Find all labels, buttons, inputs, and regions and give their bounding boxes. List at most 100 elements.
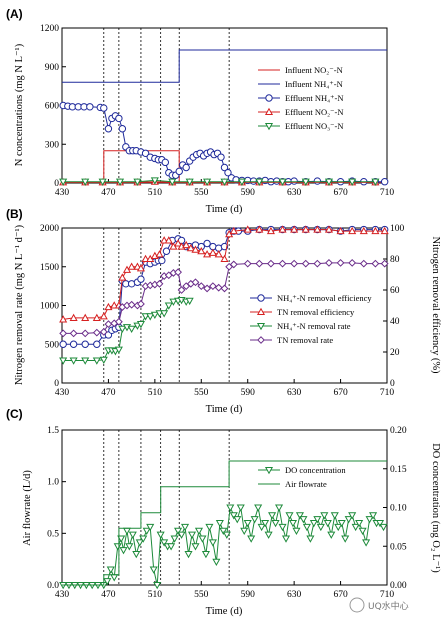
legend-marker xyxy=(264,122,274,131)
data-point xyxy=(139,535,148,543)
data-point xyxy=(351,523,360,532)
data-point xyxy=(150,311,159,320)
x-tick-label: 430 xyxy=(55,590,70,600)
data-point xyxy=(156,531,165,539)
legend-marker xyxy=(264,466,274,475)
y-tick-label: 1500 xyxy=(40,263,59,273)
data-point xyxy=(320,512,329,520)
data-point xyxy=(233,516,242,524)
data-point xyxy=(174,239,183,247)
data-point xyxy=(164,236,173,244)
y-right-tick-label: 0.15 xyxy=(390,465,407,475)
data-point xyxy=(313,177,322,185)
data-point xyxy=(266,226,275,235)
data-point xyxy=(177,286,186,294)
data-point xyxy=(194,527,204,535)
panel-b: (B) Time (d) Nitrogen removal rate (mg N… xyxy=(6,207,441,415)
data-point xyxy=(174,527,183,535)
data-point xyxy=(203,178,212,186)
data-point xyxy=(137,300,145,308)
data-point xyxy=(327,531,336,539)
data-point xyxy=(337,519,346,528)
data-point xyxy=(313,516,322,524)
data-point xyxy=(167,543,176,551)
data-point xyxy=(380,259,389,268)
y-right-tick-label: 100 xyxy=(390,224,405,234)
x-tick-label: 550 xyxy=(194,388,209,398)
data-point xyxy=(247,535,256,543)
data-point xyxy=(81,340,89,348)
data-point xyxy=(380,178,389,186)
legend-label: NH₄⁺-N removal efficiency xyxy=(277,293,372,303)
data-point xyxy=(371,226,380,235)
data-point xyxy=(341,535,350,543)
data-point xyxy=(220,254,229,263)
data-point xyxy=(214,250,223,258)
data-point xyxy=(203,250,212,258)
data-point xyxy=(371,178,380,186)
x-tick-label: 510 xyxy=(148,188,163,198)
data-point xyxy=(323,519,332,528)
data-point xyxy=(169,298,178,306)
data-point xyxy=(132,550,141,559)
x-tick-label: 630 xyxy=(287,188,302,198)
y-right-tick-label: 0.05 xyxy=(390,542,407,552)
legend-marker xyxy=(257,294,265,302)
legend-marker xyxy=(256,307,266,316)
data-point xyxy=(365,516,374,524)
data-point xyxy=(208,282,217,291)
data-point xyxy=(375,519,385,528)
y-right-tick-label: 80 xyxy=(390,255,400,265)
data-point xyxy=(81,178,90,186)
data-point xyxy=(81,357,90,365)
data-point xyxy=(115,114,123,123)
data-point xyxy=(254,504,263,512)
y-right-tick-label: 0.20 xyxy=(390,426,407,436)
data-point xyxy=(222,531,231,539)
data-point xyxy=(81,313,90,321)
data-point xyxy=(348,512,357,520)
panel-a-frame xyxy=(61,27,388,184)
data-point xyxy=(180,523,190,532)
data-point xyxy=(198,535,207,543)
data-point xyxy=(191,245,200,253)
data-point xyxy=(187,531,197,539)
series-line xyxy=(62,49,387,83)
data-point xyxy=(299,516,308,524)
data-point xyxy=(170,535,179,543)
data-point xyxy=(128,531,137,539)
data-point xyxy=(290,225,299,233)
y-tick-label: 0.0 xyxy=(47,581,59,591)
data-point xyxy=(103,578,112,586)
data-point xyxy=(69,313,78,321)
data-point xyxy=(197,247,206,255)
data-point xyxy=(127,262,136,270)
legend-label: NH₄⁺-N removal rate xyxy=(277,321,351,331)
legend-marker xyxy=(265,94,273,102)
data-point xyxy=(302,523,311,532)
legend-label: Air flowrate xyxy=(285,479,327,489)
data-point xyxy=(243,259,252,268)
data-point xyxy=(316,523,325,532)
data-point xyxy=(119,547,128,555)
y-right-tick-label: 20 xyxy=(390,348,400,358)
data-point xyxy=(313,259,322,268)
data-point xyxy=(243,225,252,233)
legend-label: Effluent NO₃⁻-N xyxy=(285,121,344,131)
data-point xyxy=(127,300,136,309)
data-point xyxy=(104,302,113,311)
data-point xyxy=(220,178,229,186)
data-point xyxy=(313,225,322,233)
data-point xyxy=(220,163,229,172)
data-point xyxy=(208,539,217,547)
x-tick-label: 710 xyxy=(380,188,395,198)
data-point xyxy=(355,519,364,528)
data-point xyxy=(255,225,264,233)
data-point xyxy=(240,527,249,535)
y-tick-label: 0 xyxy=(54,379,59,389)
data-point xyxy=(208,248,217,256)
data-point xyxy=(125,543,134,551)
data-point xyxy=(236,504,245,512)
data-point xyxy=(160,539,169,547)
data-point xyxy=(203,284,211,293)
